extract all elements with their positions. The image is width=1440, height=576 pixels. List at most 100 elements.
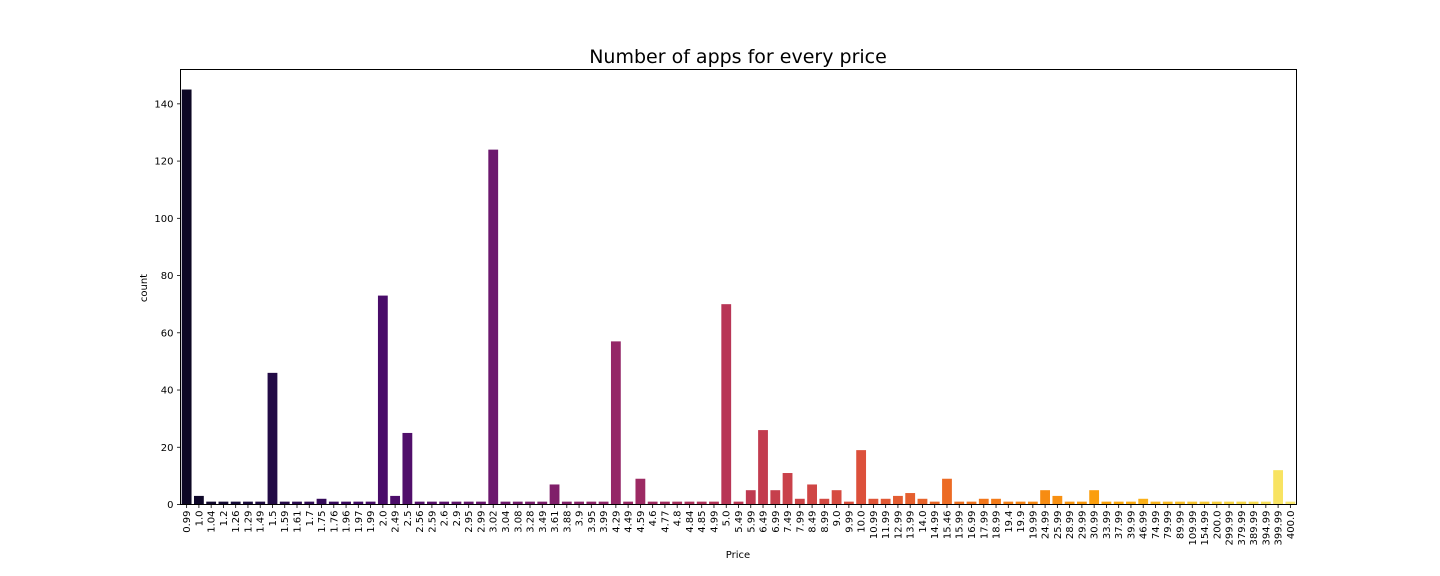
- bar-389.99: [1248, 501, 1259, 505]
- x-tick-label: 2.99: [476, 511, 487, 533]
- bar-399.99: [1273, 470, 1284, 505]
- x-tick-label: 400.0: [1286, 511, 1297, 540]
- x-tick-label: 15.46: [942, 511, 953, 540]
- bar-1.2: [218, 501, 229, 505]
- bar-1.76: [328, 501, 339, 505]
- x-tick-label: 7.99: [795, 511, 806, 533]
- y-tick-label: 140: [154, 99, 173, 110]
- bar-4.77: [660, 501, 670, 505]
- x-tick-label: 1.99: [366, 511, 377, 533]
- bar-400.0: [1285, 501, 1296, 505]
- x-tick-label: 2.6: [440, 511, 451, 527]
- bar-2.49: [390, 495, 401, 505]
- bar-24.99: [1040, 490, 1050, 505]
- bar-7.49: [782, 473, 793, 505]
- bar-19.4: [1003, 501, 1014, 505]
- bar-3.08: [512, 501, 523, 505]
- x-tick-label: 1.5: [268, 511, 279, 527]
- bar-1.99: [365, 501, 376, 505]
- bar-74.99: [1150, 501, 1161, 505]
- x-tick-label: 3.61: [550, 511, 561, 533]
- x-tick-label: 5.0: [722, 511, 733, 527]
- bar-3.95: [586, 501, 597, 505]
- bar-4.6: [647, 501, 658, 505]
- y-tick-label: 0: [167, 500, 173, 511]
- bar-1.96: [341, 501, 351, 505]
- x-tick-label: 3.88: [562, 511, 573, 533]
- x-tick-label: 24.99: [1041, 511, 1052, 540]
- x-tick-label: 1.59: [280, 511, 291, 533]
- x-tick-label: 4.84: [685, 511, 696, 533]
- bar-379.99: [1236, 501, 1247, 505]
- bar-1.61: [292, 501, 302, 505]
- bar-5.0: [721, 304, 732, 505]
- bar-12.99: [893, 495, 903, 505]
- bar-3.49: [537, 501, 548, 505]
- x-tick-label: 4.8: [673, 511, 684, 527]
- y-axis: 0 20 40 60 80 100 120 140: [154, 99, 181, 511]
- y-tick-label: 40: [161, 386, 174, 397]
- x-tick-label: 2.59: [427, 511, 438, 533]
- plot-frame: [180, 69, 1297, 505]
- x-tick-label: 1.97: [354, 511, 365, 533]
- x-tick-label: 16.99: [967, 511, 978, 540]
- bar-4.49: [623, 501, 634, 505]
- x-tick-label: 6.49: [759, 511, 770, 533]
- x-tick-label: 299.99: [1225, 511, 1236, 546]
- x-tick-label: 379.99: [1237, 511, 1248, 546]
- x-tick-label: 46.99: [1139, 511, 1150, 540]
- bar-2.95: [463, 501, 474, 505]
- bar-1.26: [230, 501, 241, 505]
- x-tick-label: 2.0: [378, 511, 389, 527]
- bar-17.99: [978, 498, 989, 505]
- x-tick-label: 12.99: [893, 511, 904, 540]
- x-tick-label: 154.99: [1200, 511, 1211, 546]
- x-tick-label: 3.49: [538, 511, 549, 533]
- bar-1.75: [316, 498, 327, 505]
- chart-title: Number of apps for every price: [589, 46, 887, 68]
- bar-2.99: [476, 501, 486, 505]
- bar-5.99: [745, 490, 756, 505]
- bar-2.6: [439, 501, 450, 505]
- bar-6.49: [758, 430, 768, 505]
- x-tick-label: 0.99: [182, 511, 193, 533]
- bar-3.99: [598, 501, 609, 505]
- x-tick-label: 33.99: [1102, 511, 1113, 540]
- x-tick-label: 2.9: [452, 511, 463, 527]
- bar-37.99: [1113, 501, 1124, 505]
- x-tick-label: 1.29: [243, 511, 254, 533]
- bar-3.02: [488, 149, 499, 505]
- x-tick-label: 399.99: [1274, 511, 1285, 546]
- bars-layer: [181, 89, 1296, 505]
- bar-3.9: [574, 501, 584, 505]
- bar-8.99: [819, 498, 830, 505]
- x-tick-label: 4.99: [709, 511, 720, 533]
- y-tick-label: 20: [161, 443, 174, 454]
- x-tick-label: 1.76: [329, 511, 340, 533]
- x-tick-label: 25.99: [1053, 511, 1064, 540]
- y-tick-label: 80: [161, 271, 174, 282]
- x-tick-label: 9.99: [844, 511, 855, 533]
- bar-1.59: [279, 501, 290, 505]
- x-tick-label: 14.99: [930, 511, 941, 540]
- bar-18.99: [991, 498, 1001, 505]
- bar-10.99: [868, 498, 879, 505]
- x-tick-label: 3.95: [587, 511, 598, 533]
- bar-3.61: [549, 484, 560, 505]
- x-tick-label: 4.77: [660, 511, 671, 533]
- x-tick-label: 109.99: [1188, 511, 1199, 546]
- x-tick-label: 5.99: [746, 511, 757, 533]
- bar-154.99: [1199, 501, 1210, 505]
- x-tick-label: 4.85: [697, 511, 708, 533]
- x-tick-label: 6.99: [771, 511, 782, 533]
- x-tick-label: 3.04: [501, 511, 512, 533]
- bar-5.49: [733, 501, 744, 505]
- x-tick-label: 3.99: [599, 511, 610, 533]
- x-tick-label: 29.99: [1077, 511, 1088, 540]
- bar-1.04: [206, 501, 217, 505]
- x-tick-label: 17.99: [979, 511, 990, 540]
- bar-3.88: [561, 501, 572, 505]
- bar-2.0: [377, 295, 388, 505]
- x-tick-label: 4.59: [636, 511, 647, 533]
